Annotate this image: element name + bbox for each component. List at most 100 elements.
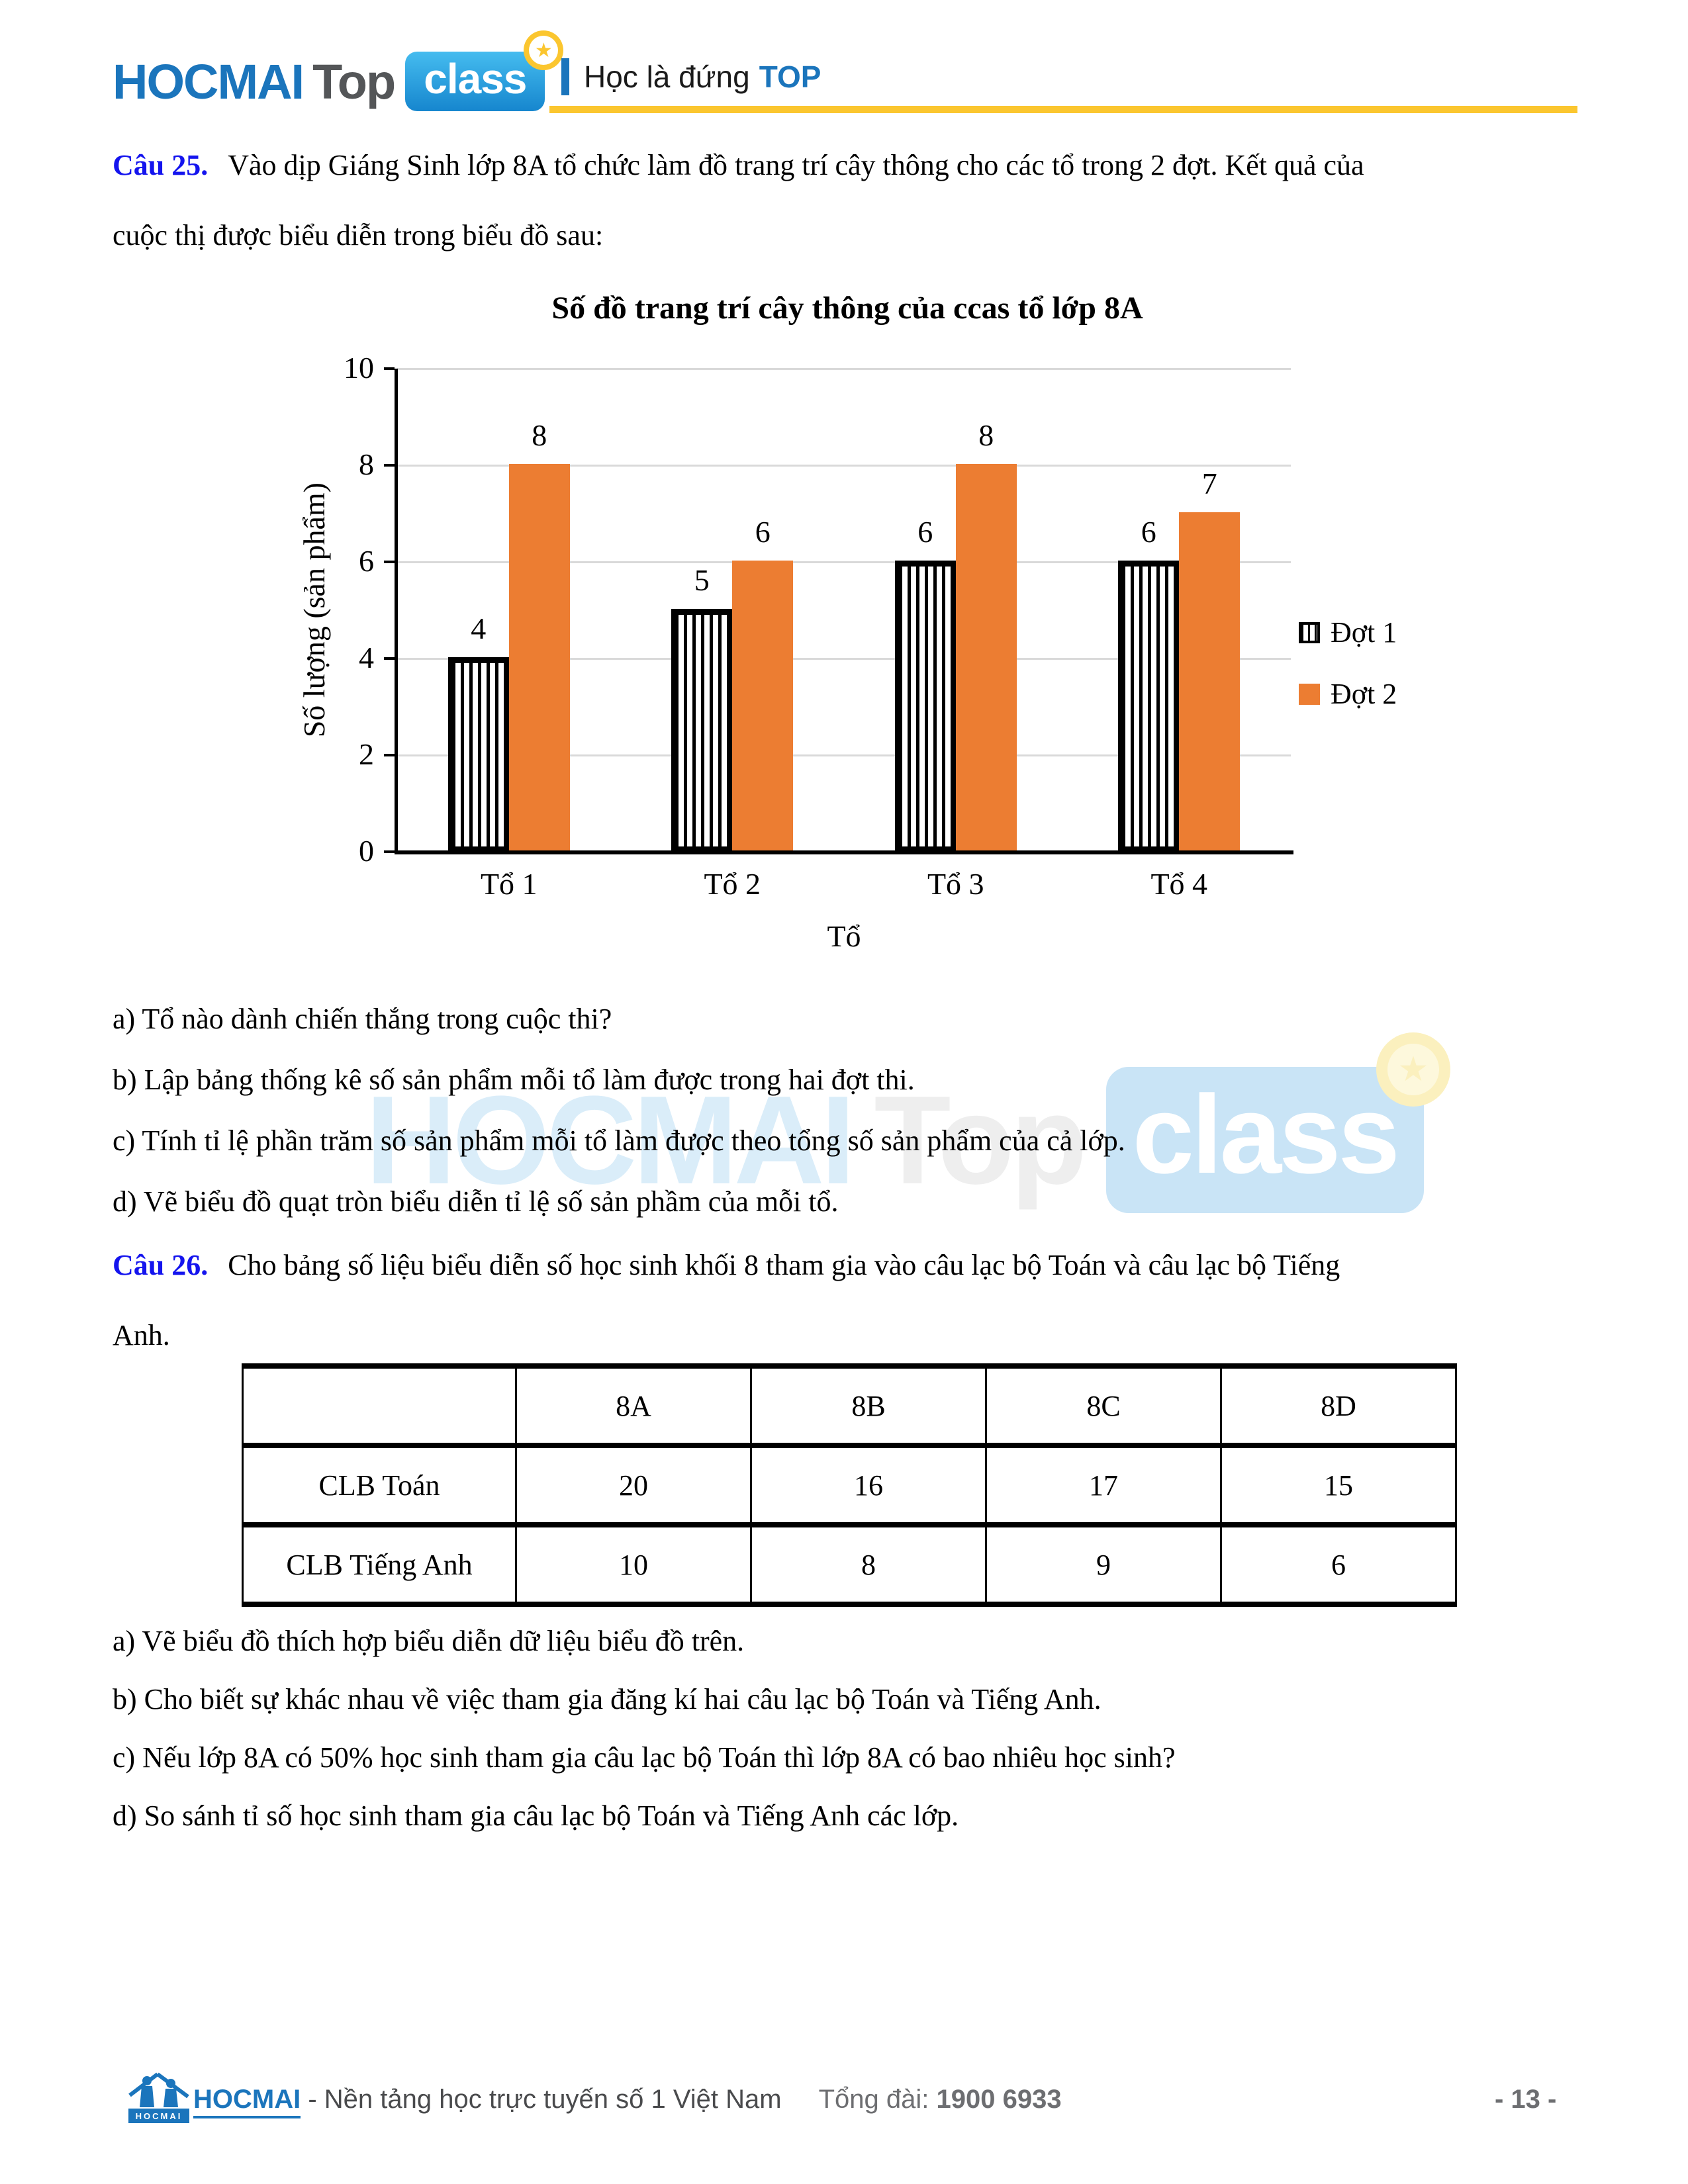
table-row-clb-toan: CLB Toán 20 16 17 15 — [242, 1443, 1457, 1527]
hocmai-footer-logo-icon: HOCMAI — [128, 2072, 189, 2123]
footer-text-line: HOCMAI - Nền tảng học trực tuyến số 1 Vi… — [193, 2085, 1062, 2118]
chart-plot-area: 0 2 4 6 8 10 4 8 Tổ 1 5 6 Tổ 2 6 8 Tổ 3 6 7 Tổ 4 — [344, 351, 1293, 901]
table-cell: 6 — [1220, 1522, 1457, 1607]
y-axis-tick — [384, 850, 395, 853]
grid-line — [397, 465, 1291, 467]
logo-hocmai-text: HOCMAI — [113, 54, 305, 109]
bar-đợt-1 — [447, 657, 509, 850]
table-cell: 15 — [1220, 1443, 1457, 1527]
slogan-top-text: TOP — [759, 60, 821, 94]
bar-đợt-1 — [894, 561, 956, 850]
footer-hotline-number: 1900 6933 — [936, 2085, 1062, 2114]
bar-đợt-2 — [732, 561, 794, 850]
bar-đợt-2 — [955, 464, 1017, 850]
table-header-8a: 8A — [515, 1363, 752, 1448]
slogan-text: Học là đứng — [584, 60, 750, 94]
table-cell: 8 — [750, 1522, 987, 1607]
watermark-star-icon: ★ — [1376, 1032, 1450, 1107]
watermark-hocmai-text: HOCMAI — [365, 1069, 855, 1210]
legend-swatch-orange — [1299, 683, 1320, 705]
y-tick-label: 10 — [344, 351, 374, 385]
watermark-class-text: class — [1132, 1072, 1400, 1197]
y-tick-label: 2 — [359, 737, 374, 771]
y-tick-label: 4 — [359, 641, 374, 674]
q25-label: Câu 25. — [113, 149, 209, 181]
q25-question-b: b) Lập bảng thống kê số sản phẩm mỗi tổ … — [113, 1064, 915, 1096]
grid-line — [397, 754, 1291, 756]
header-yellow-rule — [549, 106, 1577, 113]
grid-line — [397, 561, 1291, 563]
q26-label: Câu 26. — [113, 1249, 209, 1281]
q25-question-a: a) Tổ nào dành chiến thắng trong cuộc th… — [113, 1003, 612, 1035]
chart-title: Số đồ trang trí cây thông của ccas tổ lớ… — [551, 291, 1143, 326]
table-cell: 9 — [985, 1522, 1222, 1607]
bar-value-label: 6 — [917, 515, 933, 549]
bar-đợt-2 — [1179, 512, 1241, 850]
y-axis-line — [395, 369, 398, 854]
y-tick-label: 6 — [359, 544, 374, 578]
star-badge-icon: ★ — [524, 30, 564, 70]
footer-logo-text: HOCMAI — [136, 2111, 183, 2121]
logo-class-text: class — [424, 55, 527, 103]
logo-class-badge: class ★ — [405, 30, 564, 111]
table-header-empty — [242, 1363, 517, 1448]
y-axis-tick — [384, 657, 395, 660]
table-header-row: 8A 8B 8C 8D — [242, 1363, 1457, 1448]
y-axis-tick — [384, 464, 395, 467]
watermark-top-text: Top — [874, 1069, 1087, 1210]
table-header-8d: 8D — [1220, 1363, 1457, 1448]
x-axis-line — [395, 850, 1293, 854]
grid-line — [397, 658, 1291, 660]
bar-value-label: 8 — [532, 418, 547, 452]
y-axis-tick — [384, 561, 395, 563]
q26-question-d: d) So sánh tỉ số học sinh tham gia câu l… — [113, 1799, 959, 1832]
footer-brand-link[interactable]: HOCMAI — [193, 2085, 301, 2118]
legend-label-dot1: Đợt 1 — [1331, 616, 1397, 649]
table-header-8c: 8C — [985, 1363, 1222, 1448]
bar-đợt-2 — [508, 464, 570, 850]
footer-tagline: - Nền tảng học trực tuyến số 1 Việt Nam — [301, 2085, 782, 2114]
page-number: - 13 - — [1495, 2085, 1557, 2114]
chart-x-axis-title: Tổ — [827, 919, 861, 953]
q26-question-c: c) Nếu lớp 8A có 50% học sinh tham gia c… — [113, 1741, 1176, 1774]
table-row-clb-tieng-anh: CLB Tiếng Anh 10 8 9 6 — [242, 1522, 1457, 1607]
bar-value-label: 6 — [755, 515, 771, 549]
legend-label-dot2: Đợt 2 — [1331, 678, 1397, 710]
bar-value-label: 4 — [471, 612, 487, 645]
legend-swatch-striped — [1299, 621, 1320, 643]
header-slogan: Học là đứng TOP — [561, 58, 821, 95]
y-axis-tick — [384, 754, 395, 756]
q26-intro-line2: Anh. — [113, 1319, 170, 1351]
q26-question-b: b) Cho biết sự khác nhau về việc tham gi… — [113, 1683, 1102, 1715]
bar-value-label: 6 — [1141, 515, 1156, 549]
y-tick-label: 8 — [359, 447, 374, 481]
row-label: CLB Tiếng Anh — [242, 1522, 517, 1607]
bar-đợt-1 — [671, 609, 733, 850]
row-label: CLB Toán — [242, 1443, 517, 1527]
footer-hotline-label: Tổng đài: — [818, 2085, 937, 2114]
club-membership-table: 8A 8B 8C 8D CLB Toán 20 16 17 15 CLB Tiế… — [242, 1363, 1457, 1607]
table-cell: 10 — [515, 1522, 752, 1607]
q26-question-a: a) Vẽ biểu đồ thích hợp biểu diễn dữ liệ… — [113, 1625, 745, 1657]
chart-legend: Đợt 1 Đợt 2 — [1299, 615, 1397, 739]
logo-top-text: Top — [312, 54, 396, 109]
table-cell: 20 — [515, 1443, 752, 1527]
bar-value-label: 8 — [978, 418, 994, 452]
grid-line — [397, 368, 1291, 370]
x-category-label: Tổ 2 — [704, 867, 761, 901]
table-header-8b: 8B — [750, 1363, 987, 1448]
hocmai-topclass-logo: HOCMAI Top class ★ — [113, 30, 564, 111]
hocmai-watermark: HOCMAI Top class ★ — [365, 1032, 1450, 1213]
q25-question-c: c) Tính tỉ lệ phần trăm số sản phẩm mỗi … — [113, 1124, 1125, 1157]
table-cell: 17 — [985, 1443, 1222, 1527]
bar-value-label: 7 — [1201, 467, 1217, 500]
legend-item-dot2: Đợt 2 — [1299, 677, 1397, 711]
q26-intro-line1: Câu 26. Cho bảng số liệu biểu diễn số học… — [113, 1249, 1340, 1281]
bar-value-label: 5 — [694, 563, 710, 597]
q25-intro-line1: Câu 25. Vào dịp Giáng Sinh lớp 8A tổ chức… — [113, 149, 1364, 181]
x-category-label: Tổ 3 — [927, 867, 984, 901]
y-tick-label: 0 — [359, 834, 374, 868]
table-cell: 16 — [750, 1443, 987, 1527]
x-category-label: Tổ 4 — [1150, 867, 1208, 901]
